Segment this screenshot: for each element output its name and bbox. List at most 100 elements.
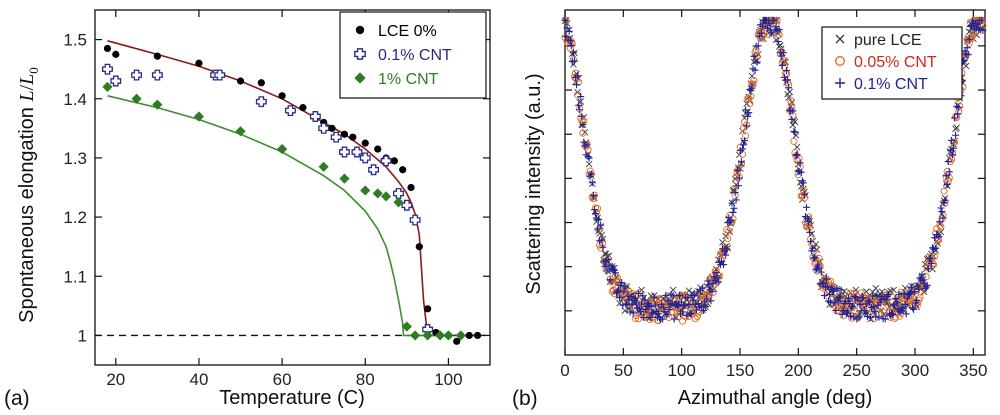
data-point [883,292,891,300]
data-point [706,275,714,283]
data-point [339,146,350,158]
data-point [669,292,677,300]
data-point [818,280,826,288]
data-point [890,286,897,294]
data-point [152,99,163,110]
data-point [778,61,786,69]
y-tick-label: 1.5 [63,31,87,50]
data-point [807,238,815,246]
y-tick-label: 1.4 [63,90,87,109]
data-point [236,77,245,85]
data-point [318,161,329,172]
legend-box [821,26,963,100]
data-point [601,262,609,270]
data-point [691,301,699,309]
data-point [686,309,694,317]
data-point [871,308,879,316]
data-point [641,296,649,304]
data-point [380,155,392,167]
data-point [639,292,647,300]
legend-marker-01-cnt [354,48,366,60]
data-point [328,124,336,132]
data-point [318,122,330,134]
data-point [579,129,587,137]
data-point [733,166,741,174]
data-point [768,29,776,37]
x-tick-label: 100 [434,370,462,389]
data-point [570,57,578,65]
data-point [880,309,888,317]
data-point [866,298,873,306]
data-point [743,122,751,130]
data-point [390,157,398,165]
data-point [562,32,570,40]
data-point [351,146,363,158]
y-tick-label: 1.3 [63,149,87,168]
data-point [815,264,823,272]
data-point [979,26,987,34]
data-point [393,187,404,199]
data-point [598,236,606,244]
data-point [748,72,756,80]
data-point [705,281,713,289]
legend-marker-lce-0 [355,25,365,35]
data-point [193,111,205,122]
legend-label-01-cnt: 0.1% CNT [378,47,452,64]
data-point [766,20,774,28]
data-point [937,223,945,231]
data-point [103,44,112,53]
data-point [938,208,946,216]
data-point [330,131,342,143]
data-point [817,268,825,276]
data-point [770,16,778,24]
data-point [939,214,947,222]
data-point [931,252,939,261]
data-point [700,307,708,315]
data-point [898,305,906,313]
data-point [918,271,926,279]
data-point [820,292,828,300]
data-point [627,293,635,301]
x-tick-label: 80 [356,370,375,389]
data-point [822,275,830,283]
data-point [974,20,982,28]
data-point [642,306,650,314]
data-point [309,111,321,122]
data-point [640,314,648,322]
data-point [620,288,628,296]
data-point [785,94,792,101]
data-point [578,112,586,120]
data-point [575,101,583,109]
data-point [576,106,584,114]
data-point [724,244,732,252]
data-point [859,294,867,302]
data-point [895,291,903,299]
data-point [804,214,812,222]
panel-b-ylabel: Scattering intensity (a.u.) [523,73,545,294]
y-tick-label: 1.1 [63,267,87,286]
data-point [805,218,813,226]
data-point [948,151,956,159]
data-point [648,309,656,317]
data-point [594,225,602,233]
data-point [650,294,658,302]
data-point [838,310,846,318]
data-point [812,266,820,274]
x-tick-label: 50 [614,361,633,380]
data-point [779,56,787,64]
data-point [656,314,663,322]
x-tick-label: 150 [726,361,754,380]
data-point [901,301,909,309]
data-point [660,303,668,311]
data-point [131,93,142,104]
data-point [131,69,143,81]
data-point [665,306,673,314]
data-point [911,288,919,296]
fit-line [107,95,449,337]
data-point [914,282,922,290]
data-point [473,331,482,340]
data-point [808,240,816,248]
data-point [621,307,629,314]
data-point [372,188,383,199]
data-point [882,296,890,304]
